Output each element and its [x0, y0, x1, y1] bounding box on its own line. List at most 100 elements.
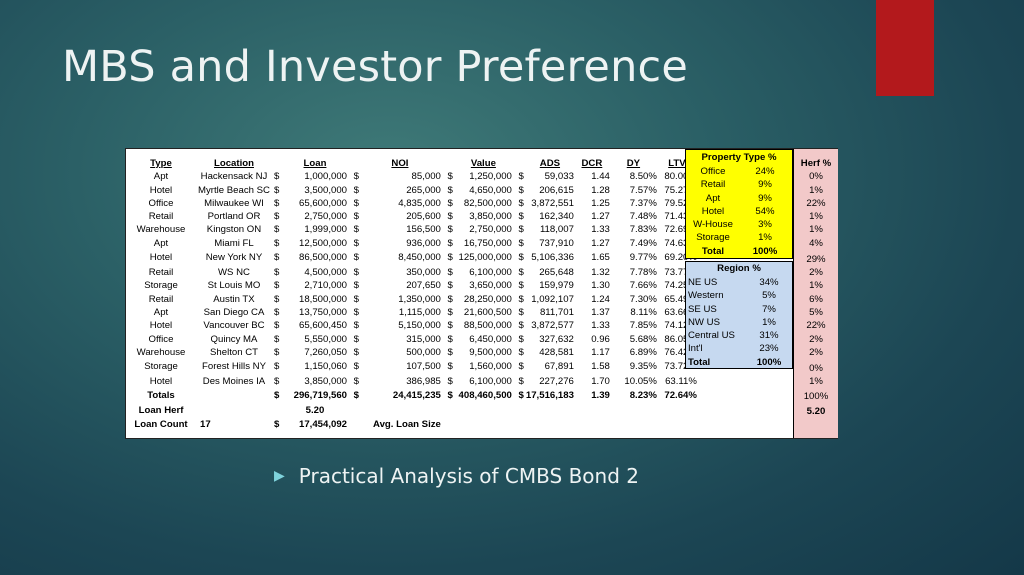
cell-ltv: 79.52% — [664, 197, 697, 209]
cell-loan: 296,719,560 — [293, 390, 347, 402]
cell-ltv: 73.72% — [664, 361, 697, 373]
region-row: NW US 1% — [686, 316, 792, 329]
loan-table: Type Location Loan NOI Value ADS DCR DY LTV Apt Ha… — [126, 149, 697, 432]
cell-type: Hotel — [149, 376, 173, 388]
cell-d3: $ — [447, 197, 453, 209]
loan-table-panel: Type Location Loan NOI Value ADS DCR DY LTV Apt Ha… — [125, 148, 838, 439]
cell-loan: 12,500,000 — [298, 237, 347, 249]
cell-type: Warehouse — [136, 224, 186, 236]
cell-d2 — [347, 157, 359, 170]
region-row: Western 5% — [686, 289, 792, 302]
cell-d4: $ — [518, 293, 524, 305]
cell-ltv: 69.20% — [664, 252, 697, 264]
bullet-item: ▶ Practical Analysis of CMBS Bond 2 — [274, 464, 639, 488]
cell-ads: 17,516,183 — [525, 390, 574, 402]
cell-ltv — [657, 403, 697, 418]
cell-d3: $ — [447, 237, 453, 249]
cell-dy: 7.83% — [629, 224, 657, 236]
table-row: Storage Forest Hills NY $1,150,060 $107,500… — [126, 359, 697, 375]
header-row: Type Location Loan NOI Value ADS DCR DY LTV — [126, 157, 697, 170]
cell-d1: $ — [274, 224, 280, 236]
cell-noi: Avg. Loan Size — [373, 419, 441, 431]
cell-d3: $ — [447, 346, 453, 358]
cell-noi: 350,000 — [406, 267, 441, 279]
table-row: Warehouse Shelton CT $7,260,050 $500,000 $9,… — [126, 346, 697, 359]
cell-noi: 156,500 — [406, 224, 441, 236]
region-value: 34% — [759, 277, 779, 288]
cell-noi: 386,985 — [406, 376, 441, 388]
herf-column: Herf % 0% 1% 22% 1% 1% 4% 29% 2% 1% 6% 5% 22% 2% 2% 0% 1… — [793, 149, 838, 438]
region-label: NW US — [688, 316, 720, 328]
cell-d2: $ — [353, 306, 359, 318]
cell-location — [196, 388, 272, 403]
cell-loan: 18,500,000 — [298, 293, 347, 305]
cell-noi: 205,600 — [406, 211, 441, 223]
cell-dy — [610, 149, 657, 157]
cell-ltv: 76.42% — [664, 346, 697, 358]
property-type-label: Total — [701, 245, 725, 257]
cell-ltv: 63.11% — [665, 376, 697, 388]
cell-dcr: 1.32 — [591, 267, 610, 279]
totals-row: Totals $296,719,560 $24,415,235 $408,460,50… — [126, 388, 697, 403]
cell-location: Hackensack NJ — [200, 171, 268, 183]
cell-ltv: 86.05% — [664, 333, 697, 345]
cell-noi: 936,000 — [406, 237, 441, 249]
cell-d4: $ — [518, 224, 524, 236]
cell-dcr: 1.24 — [591, 293, 610, 305]
cell-value: 2,750,000 — [469, 224, 512, 236]
cell-d2: $ — [353, 237, 359, 249]
cell-type: Apt — [153, 171, 169, 183]
cell-dy: 7.49% — [629, 237, 657, 249]
cell-type: Office — [148, 197, 174, 209]
cell-dcr: DCR — [581, 158, 603, 169]
cell-d2: $ — [353, 252, 359, 264]
herf-value: 1% — [809, 376, 823, 388]
table-row: Apt Miami FL $12,500,000 $936,000 $16,750,00… — [126, 237, 697, 250]
property-type-value: 54% — [755, 205, 775, 217]
cell-d3 — [441, 157, 455, 170]
cell-d3: $ — [447, 361, 453, 373]
cell-d2: $ — [353, 333, 359, 345]
cell-d4 — [512, 403, 526, 418]
cell-location: Location — [214, 158, 254, 169]
cell-dy: 6.89% — [629, 346, 657, 358]
region-value: 7% — [762, 303, 776, 315]
property-type-label: W-House — [693, 219, 733, 231]
cell-location — [196, 403, 272, 418]
cell-dy: 7.57% — [629, 184, 657, 196]
cell-noi: 207,650 — [406, 280, 441, 292]
cell-d2: $ — [353, 376, 359, 388]
cell-d4: $ — [518, 280, 524, 292]
cell-dy: 7.48% — [629, 211, 657, 223]
cell-location: Miami FL — [214, 237, 254, 249]
cell-ads — [526, 403, 574, 418]
cell-noi: 8,450,000 — [398, 252, 441, 264]
cell-d4: $ — [518, 361, 524, 373]
cell-location: Shelton CT — [210, 346, 258, 358]
cell-ltv — [657, 418, 697, 431]
cell-d1: $ — [274, 333, 280, 345]
cell-dy: 8.11% — [630, 306, 657, 318]
region-label: Total — [688, 356, 711, 368]
cell-d2: $ — [353, 197, 359, 209]
table-row: Apt Hackensack NJ $1,000,000 $85,000 $1,250,… — [126, 170, 697, 183]
region-box: Region % NE US 34% Western 5% SE US 7% NW US 1%… — [685, 261, 793, 369]
property-type-label: Storage — [696, 232, 730, 244]
triangle-right-icon: ▶ — [274, 468, 285, 484]
cell-dcr: 1.30 — [591, 280, 610, 292]
cell-value: 3,650,000 — [469, 280, 512, 292]
property-type-value: 9% — [758, 192, 772, 204]
cell-ads: 737,910 — [539, 237, 574, 249]
cell-d3: $ — [447, 376, 453, 388]
herf-loan-herf: 5.20 — [806, 406, 826, 418]
cell-dy: 7.66% — [629, 280, 657, 292]
property-type-row: Hotel 54% — [686, 205, 792, 218]
cell-loan: 2,710,000 — [304, 280, 347, 292]
region-value: 23% — [759, 343, 779, 355]
cell-d4: $ — [518, 197, 524, 209]
cell-ads: 327,632 — [539, 333, 574, 345]
cell-location — [196, 149, 272, 157]
property-type-header: Property Type % — [701, 152, 777, 163]
cell-value: 4,650,000 — [469, 184, 512, 196]
cell-dcr: 1.65 — [591, 252, 610, 264]
